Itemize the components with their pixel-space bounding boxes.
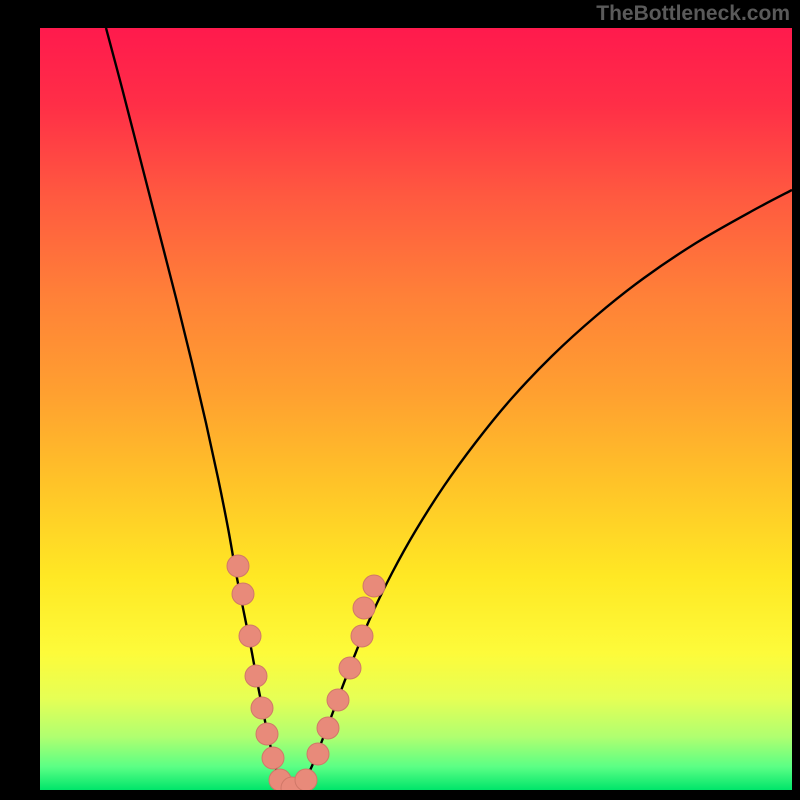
marker-dot [245,665,267,687]
chart-plot-area [40,28,792,790]
chart-svg-overlay [40,28,792,790]
marker-dot [256,723,278,745]
marker-dot [307,743,329,765]
marker-dot [232,583,254,605]
marker-dot [353,597,375,619]
marker-group [227,555,385,790]
watermark-text: TheBottleneck.com [596,2,790,26]
marker-dot [339,657,361,679]
marker-dot [262,747,284,769]
marker-dot [351,625,373,647]
marker-dot [295,769,317,790]
marker-dot [317,717,339,739]
marker-dot [363,575,385,597]
marker-dot [251,697,273,719]
curve-right [292,190,792,789]
marker-dot [239,625,261,647]
marker-dot [227,555,249,577]
marker-dot [327,689,349,711]
